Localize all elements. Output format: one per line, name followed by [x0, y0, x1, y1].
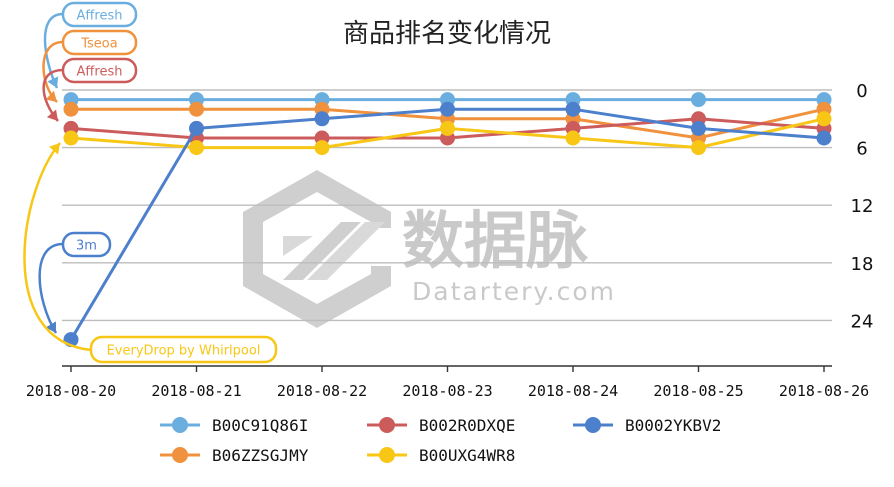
annotation-callout: 3m — [38, 231, 112, 334]
legend-swatch-dot — [379, 447, 395, 463]
annotation-box — [61, 57, 138, 84]
legend: B00C91Q86I B002R0DXQE B0002YKBV2 B06ZZSGJMY… — [160, 416, 721, 465]
annotation-arrow — [43, 12, 64, 89]
data-point[interactable] — [189, 101, 204, 117]
legend-swatch-dot — [172, 417, 188, 433]
annotation-callout: Tseoa — [42, 29, 138, 103]
data-point[interactable] — [816, 111, 832, 127]
legend-label: B00C91Q86I — [212, 416, 308, 435]
annotation-callout: Affresh — [42, 57, 138, 122]
annotation-arrowhead — [46, 109, 58, 121]
data-point[interactable] — [565, 101, 581, 117]
watermark: 数据脉 Datartery.com — [243, 170, 616, 328]
annotation-arrow — [23, 142, 92, 352]
legend-swatch-dot — [379, 417, 395, 433]
x-tick-label: 2018-08-21 — [151, 382, 241, 400]
data-point[interactable] — [314, 111, 330, 127]
y-tick-label: 12 — [851, 196, 874, 217]
legend-item[interactable]: B06ZZSGJMY — [160, 446, 309, 465]
annotation-label: EveryDrop by Whirlpool — [107, 344, 261, 359]
annotation-arrowhead — [45, 90, 57, 102]
annotation-box — [61, 29, 138, 56]
annotation-label: 3m — [76, 239, 97, 254]
data-point[interactable] — [63, 101, 79, 117]
data-point[interactable] — [691, 92, 706, 108]
x-tick-label: 2018-08-23 — [402, 382, 492, 400]
data-point[interactable] — [565, 130, 581, 146]
legend-item[interactable]: B002R0DXQE — [367, 416, 515, 435]
chart-title: 商品排名变化情况 — [343, 19, 551, 49]
data-point[interactable] — [691, 140, 706, 156]
series-B00UXG4WR8 — [63, 111, 832, 156]
data-point[interactable] — [189, 120, 204, 136]
annotation-label: Tseoa — [80, 37, 117, 52]
x-tick-label: 2018-08-26 — [779, 382, 869, 400]
x-tick-label: 2018-08-22 — [277, 382, 367, 400]
y-tick-label: 0 — [856, 81, 867, 102]
data-point[interactable] — [63, 130, 79, 146]
annotation-arrow — [38, 242, 64, 334]
x-tick-label: 2018-08-24 — [528, 382, 618, 400]
series-group — [63, 92, 832, 348]
data-point[interactable] — [816, 130, 832, 146]
legend-swatch-dot — [172, 447, 188, 463]
y-tick-label: 24 — [851, 311, 874, 332]
x-tick-label: 2018-08-20 — [26, 382, 116, 400]
watermark-cn-text: 数据脉 — [402, 204, 589, 277]
x-axis: 2018-08-20 2018-08-21 2018-08-22 2018-08-23… — [26, 365, 869, 400]
legend-swatch-dot — [585, 417, 601, 433]
y-tick-label: 6 — [856, 139, 867, 160]
annotations-group: Affresh Tseoa Affresh 3m EveryDrop by Whirlp… — [23, 1, 278, 364]
y-axis-ticks: 0 6 12 18 24 — [851, 81, 874, 332]
annotation-box — [61, 1, 138, 28]
annotation-label: Affresh — [77, 65, 123, 80]
data-point[interactable] — [440, 120, 455, 136]
legend-item[interactable]: B0002YKBV2 — [573, 416, 721, 435]
data-point[interactable] — [314, 140, 330, 156]
annotation-box — [89, 335, 278, 364]
watermark-en-text: Datartery.com — [412, 277, 616, 306]
legend-item[interactable]: B00C91Q86I — [160, 416, 308, 435]
data-point[interactable] — [440, 101, 455, 117]
annotation-label: Affresh — [77, 9, 123, 24]
legend-label: B06ZZSGJMY — [212, 446, 309, 465]
annotation-arrowhead — [45, 321, 56, 333]
y-tick-label: 18 — [851, 254, 874, 275]
series-B0002YKBV2 — [63, 101, 832, 348]
annotation-callout: Affresh — [43, 1, 138, 89]
data-point[interactable] — [189, 140, 204, 156]
x-tick-label: 2018-08-25 — [653, 382, 743, 400]
legend-label: B00UXG4WR8 — [419, 446, 515, 465]
legend-item[interactable]: B00UXG4WR8 — [367, 446, 515, 465]
annotation-box — [61, 231, 112, 258]
legend-label: B002R0DXQE — [419, 416, 515, 435]
annotation-arrowhead — [48, 143, 60, 155]
data-point[interactable] — [691, 120, 706, 136]
legend-label: B0002YKBV2 — [625, 416, 721, 435]
watermark-logo-icon — [243, 170, 391, 328]
annotation-callout: EveryDrop by Whirlpool — [23, 142, 278, 364]
annotation-arrowhead — [47, 76, 59, 88]
